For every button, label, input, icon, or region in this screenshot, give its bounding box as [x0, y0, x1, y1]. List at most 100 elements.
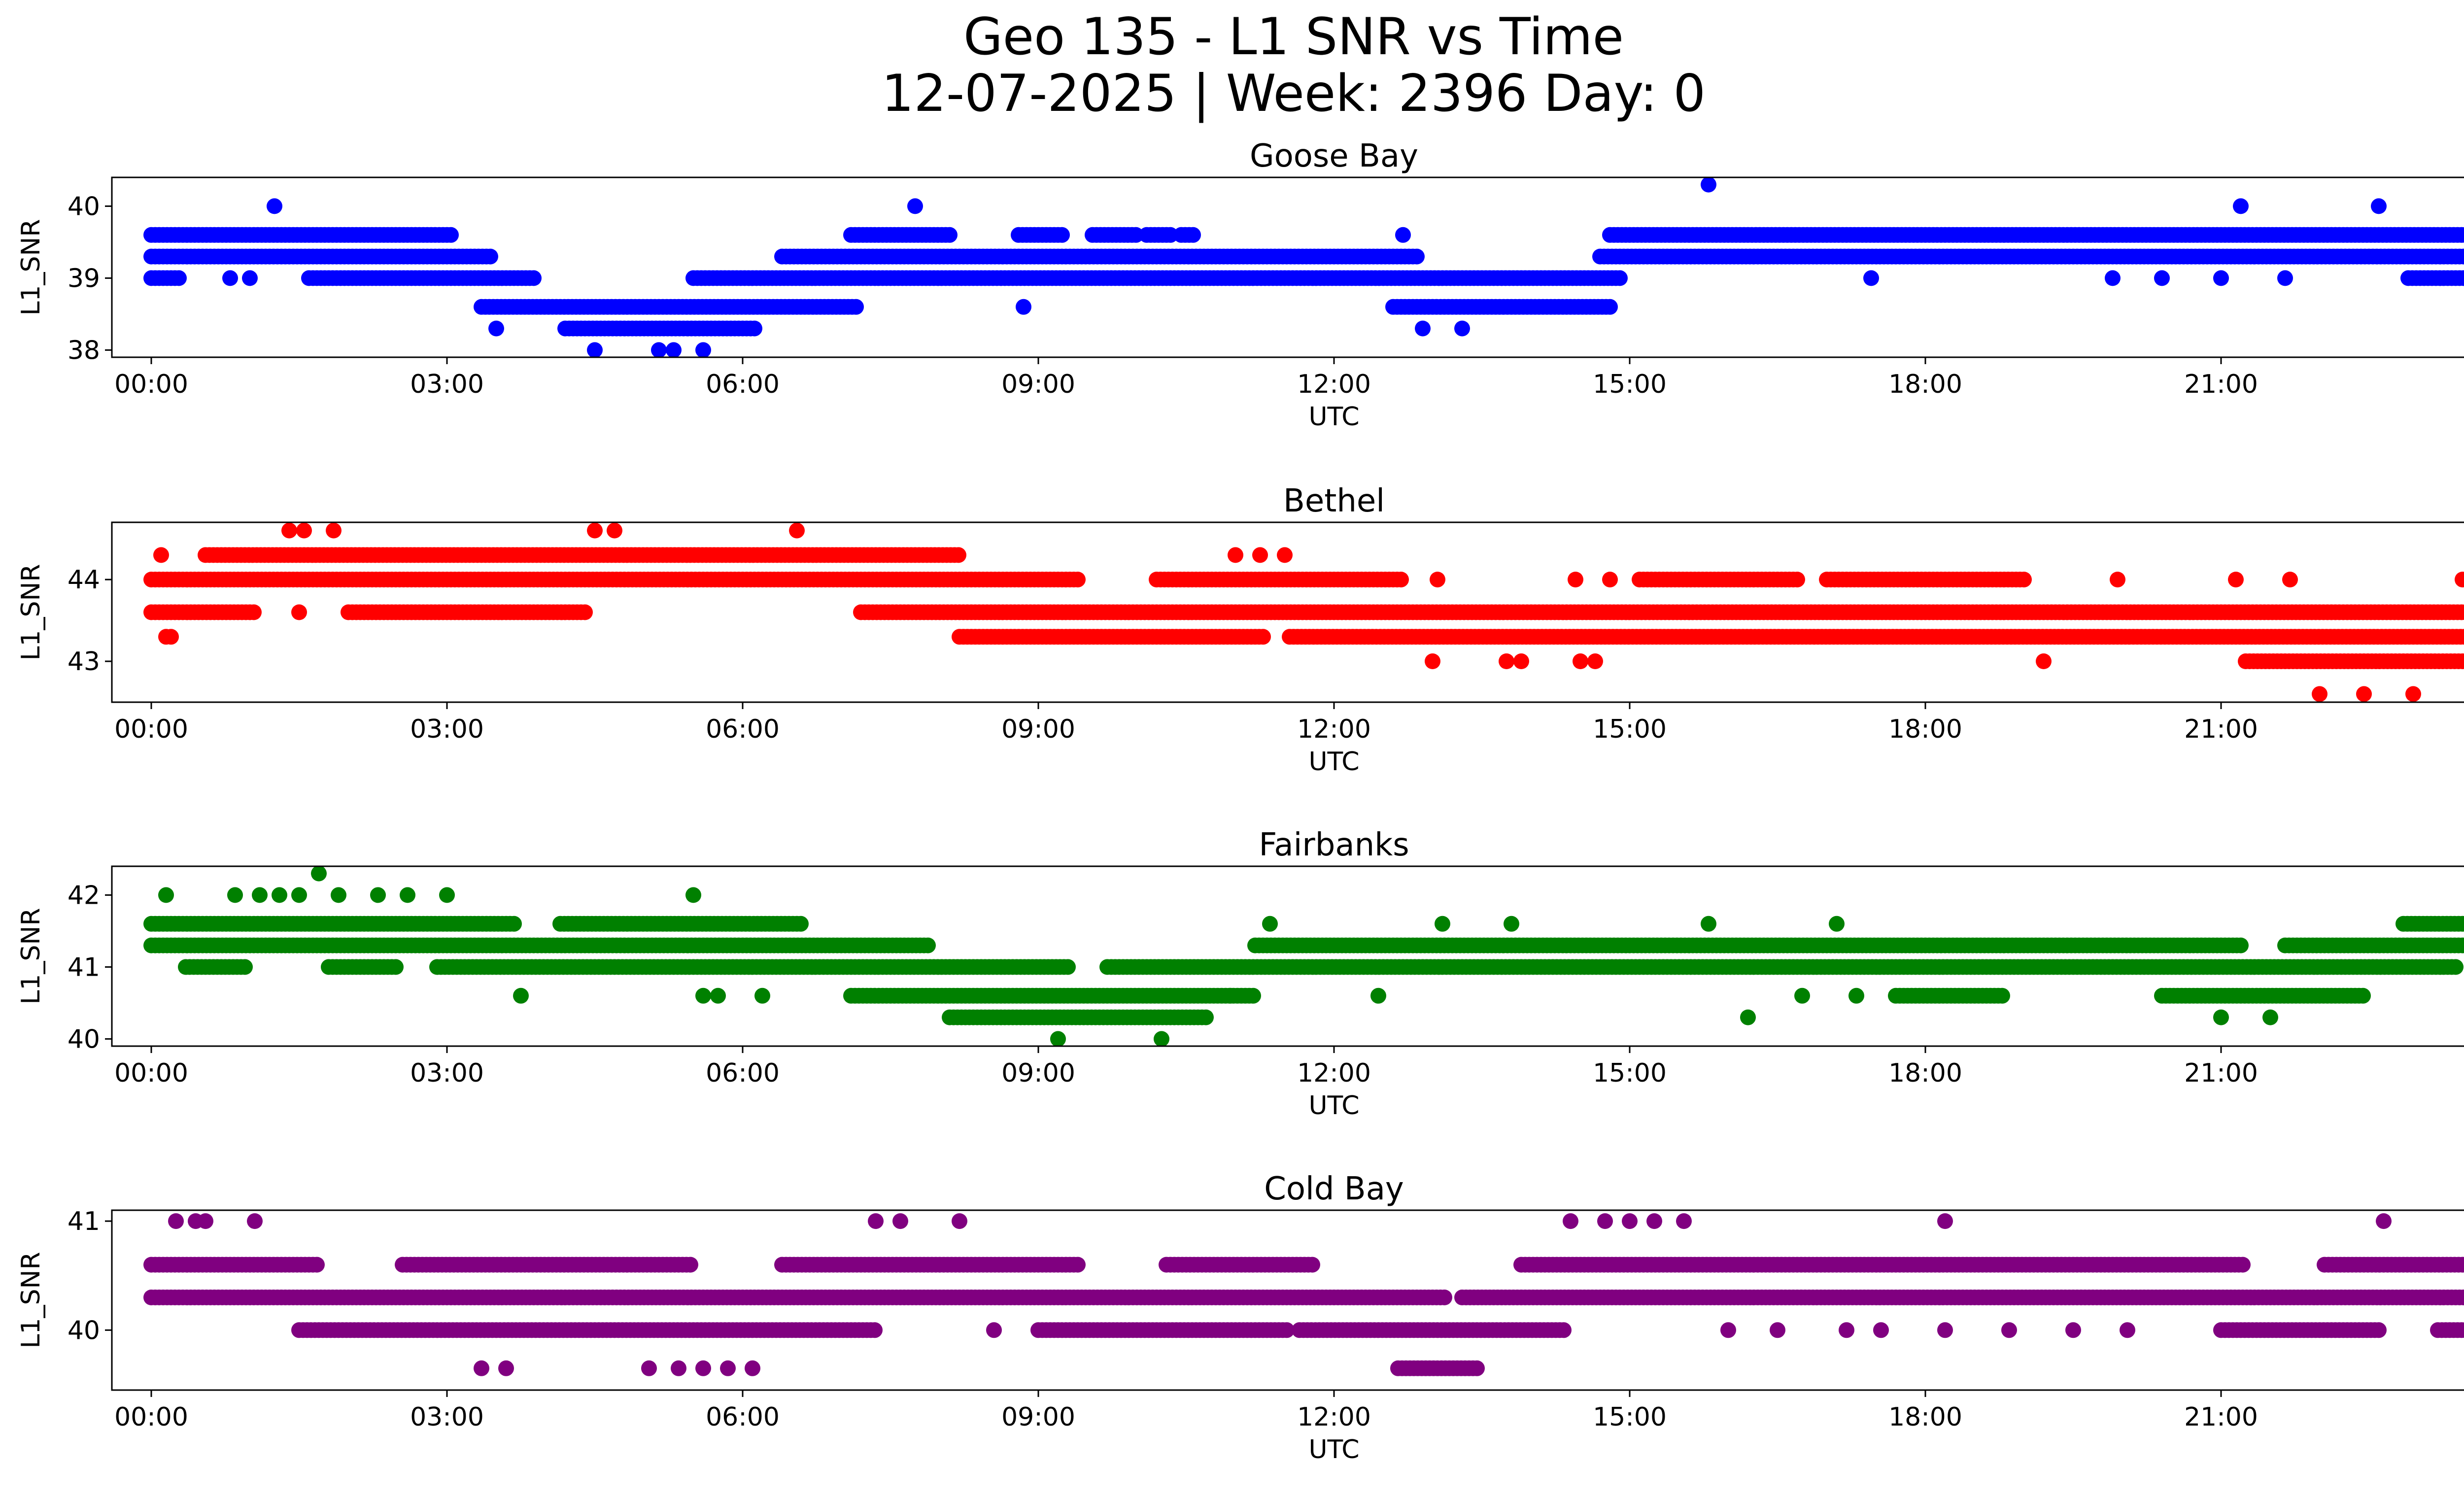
x-axis-label: UTC — [1308, 1091, 1359, 1121]
x-tick-label: 06:00 — [706, 1058, 780, 1088]
data-point — [1409, 249, 1425, 265]
x-tick-label: 15:00 — [1593, 1058, 1667, 1088]
data-point — [291, 605, 307, 620]
data-point — [951, 547, 966, 563]
data-point — [2405, 686, 2421, 702]
data-point — [1277, 547, 1293, 563]
data-point — [2371, 198, 2387, 214]
y-tick-label: 40 — [68, 192, 100, 221]
data-point — [439, 887, 455, 903]
data-point — [1262, 916, 1278, 932]
data-point — [2312, 686, 2327, 702]
data-point — [1060, 959, 1076, 975]
data-point — [754, 988, 770, 1004]
subplot-title: Goose Bay — [1250, 138, 1418, 174]
data-point — [1395, 227, 1411, 243]
data-point — [311, 866, 327, 882]
data-point — [171, 270, 187, 286]
subplot-title: Cold Bay — [1264, 1171, 1404, 1207]
x-tick-label: 12:00 — [1297, 370, 1371, 399]
x-tick-label: 00:00 — [114, 370, 188, 399]
subplot-title: Fairbanks — [1259, 827, 1409, 863]
data-point — [1602, 572, 1618, 587]
data-point — [1425, 653, 1440, 669]
y-tick-label: 38 — [68, 336, 100, 365]
data-point — [1050, 1031, 1066, 1047]
data-point — [488, 321, 504, 337]
data-point — [1740, 1010, 1756, 1025]
data-point — [1370, 988, 1386, 1004]
data-point — [281, 523, 297, 539]
data-point — [1070, 1257, 1086, 1273]
data-point — [1435, 916, 1450, 932]
y-tick-label: 42 — [68, 881, 100, 910]
data-point — [1154, 1031, 1169, 1047]
data-point — [2277, 270, 2293, 286]
data-point — [2213, 270, 2229, 286]
data-point — [1848, 988, 1864, 1004]
x-tick-label: 09:00 — [1001, 1058, 1075, 1088]
data-point — [789, 523, 805, 539]
data-point — [388, 959, 404, 975]
x-axis-label: UTC — [1308, 402, 1359, 432]
subplot-title: Bethel — [1283, 483, 1385, 519]
figure-title-line1: Geo 135 - L1 SNR vs Time — [963, 7, 1624, 67]
x-tick-label: 03:00 — [410, 1058, 484, 1088]
x-tick-label: 06:00 — [706, 714, 780, 744]
data-point — [695, 342, 711, 358]
data-point — [242, 270, 258, 286]
x-tick-label: 12:00 — [1297, 1058, 1371, 1088]
data-point — [237, 959, 253, 975]
data-point — [1513, 653, 1529, 669]
data-point — [1994, 988, 2010, 1004]
data-point — [1223, 988, 1238, 1004]
data-point — [1602, 299, 1618, 315]
data-point — [2036, 653, 2052, 669]
data-point — [1415, 321, 1431, 337]
x-tick-label: 03:00 — [410, 370, 484, 399]
data-point — [2356, 686, 2372, 702]
x-tick-label: 00:00 — [114, 714, 188, 744]
data-point — [227, 887, 243, 903]
data-point — [526, 270, 542, 286]
x-tick-label: 21:00 — [2184, 1058, 2258, 1088]
x-tick-label: 18:00 — [1888, 714, 1962, 744]
data-point — [587, 342, 603, 358]
data-point — [683, 1257, 698, 1273]
y-axis-label: L1_SNR — [16, 219, 46, 315]
data-point — [666, 342, 682, 358]
data-point — [1612, 270, 1628, 286]
data-point — [309, 1257, 325, 1273]
data-point — [2282, 572, 2298, 587]
data-point — [267, 198, 282, 214]
data-point — [222, 270, 238, 286]
x-tick-label: 06:00 — [706, 370, 780, 399]
data-point — [1568, 572, 1583, 587]
x-tick-label: 09:00 — [1001, 370, 1075, 399]
data-point — [291, 887, 307, 903]
data-point — [1829, 916, 1845, 932]
data-point — [370, 887, 386, 903]
data-point — [1701, 177, 1716, 193]
x-tick-label: 21:00 — [2184, 714, 2258, 744]
data-point — [1504, 916, 1519, 932]
data-point — [607, 523, 622, 539]
data-point — [2213, 1010, 2229, 1025]
data-point — [272, 887, 287, 903]
data-point — [1245, 988, 1261, 1004]
data-point — [2262, 1010, 2278, 1025]
data-point — [1789, 572, 1805, 587]
data-point — [153, 547, 169, 563]
data-point — [651, 342, 667, 358]
data-point — [1863, 270, 1879, 286]
data-point — [482, 249, 498, 265]
y-tick-label: 41 — [68, 953, 100, 982]
y-tick-label: 39 — [68, 264, 100, 293]
data-point — [2233, 198, 2249, 214]
x-tick-label: 21:00 — [2184, 370, 2258, 399]
data-point — [685, 887, 701, 903]
x-tick-label: 15:00 — [1593, 714, 1667, 744]
data-point — [2154, 270, 2170, 286]
